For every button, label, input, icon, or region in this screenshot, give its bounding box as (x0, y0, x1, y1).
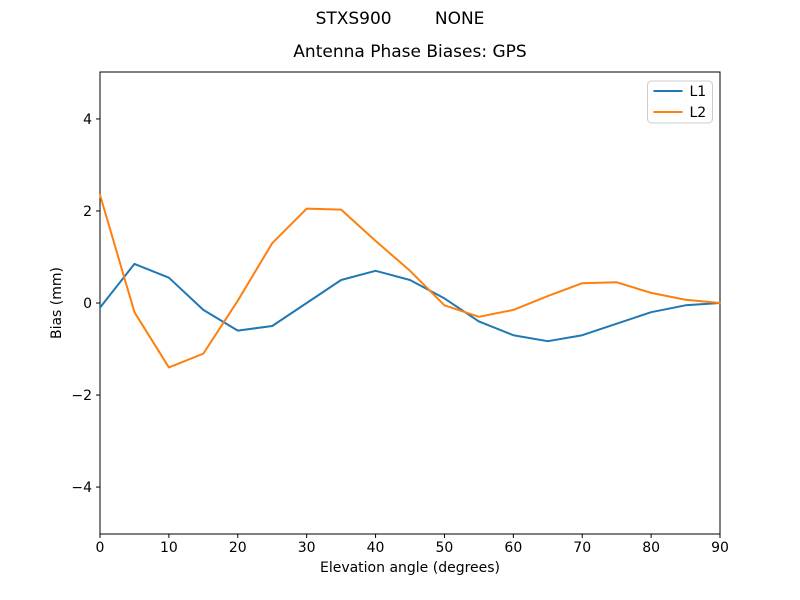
figure-suptitle: STXS900 NONE (315, 9, 485, 29)
x-axis-label: Elevation angle (degrees) (320, 560, 500, 576)
legend-label-l2: L2 (690, 105, 707, 121)
x-axis-tick-label: 20 (229, 540, 247, 556)
y-axis-label: Bias (mm) (49, 267, 65, 339)
x-axis-tick-label: 80 (642, 540, 660, 556)
y-axis-tick-label: 2 (83, 204, 92, 220)
y-axis-tick-label: −2 (71, 388, 92, 404)
legend-label-l1: L1 (690, 84, 707, 100)
x-axis-tick-label: 30 (298, 540, 316, 556)
y-axis-tick-label: −4 (71, 480, 92, 496)
x-axis-tick-label: 70 (573, 540, 591, 556)
x-axis-tick-label: 90 (711, 540, 729, 556)
y-axis-tick-label: 0 (83, 296, 92, 312)
line-l1 (99, 262, 721, 343)
chart-title: Antenna Phase Biases: GPS (293, 42, 526, 62)
plot-frame (99, 71, 721, 535)
x-axis-tick-label: 40 (367, 540, 385, 556)
line-l2 (99, 193, 721, 369)
x-axis-tick-label: 60 (504, 540, 522, 556)
x-axis-tick-label: 50 (436, 540, 454, 556)
data-series (99, 193, 721, 369)
x-axis-tick-label: 10 (160, 540, 178, 556)
axis-ticks (96, 118, 721, 538)
y-axis-tick-label: 4 (83, 112, 92, 128)
x-axis-tick-label: 0 (96, 540, 105, 556)
axis-tick-labels: 0 10 20 30 40 50 60 70 80 90 −4 −2 0 2 4 (71, 112, 729, 556)
